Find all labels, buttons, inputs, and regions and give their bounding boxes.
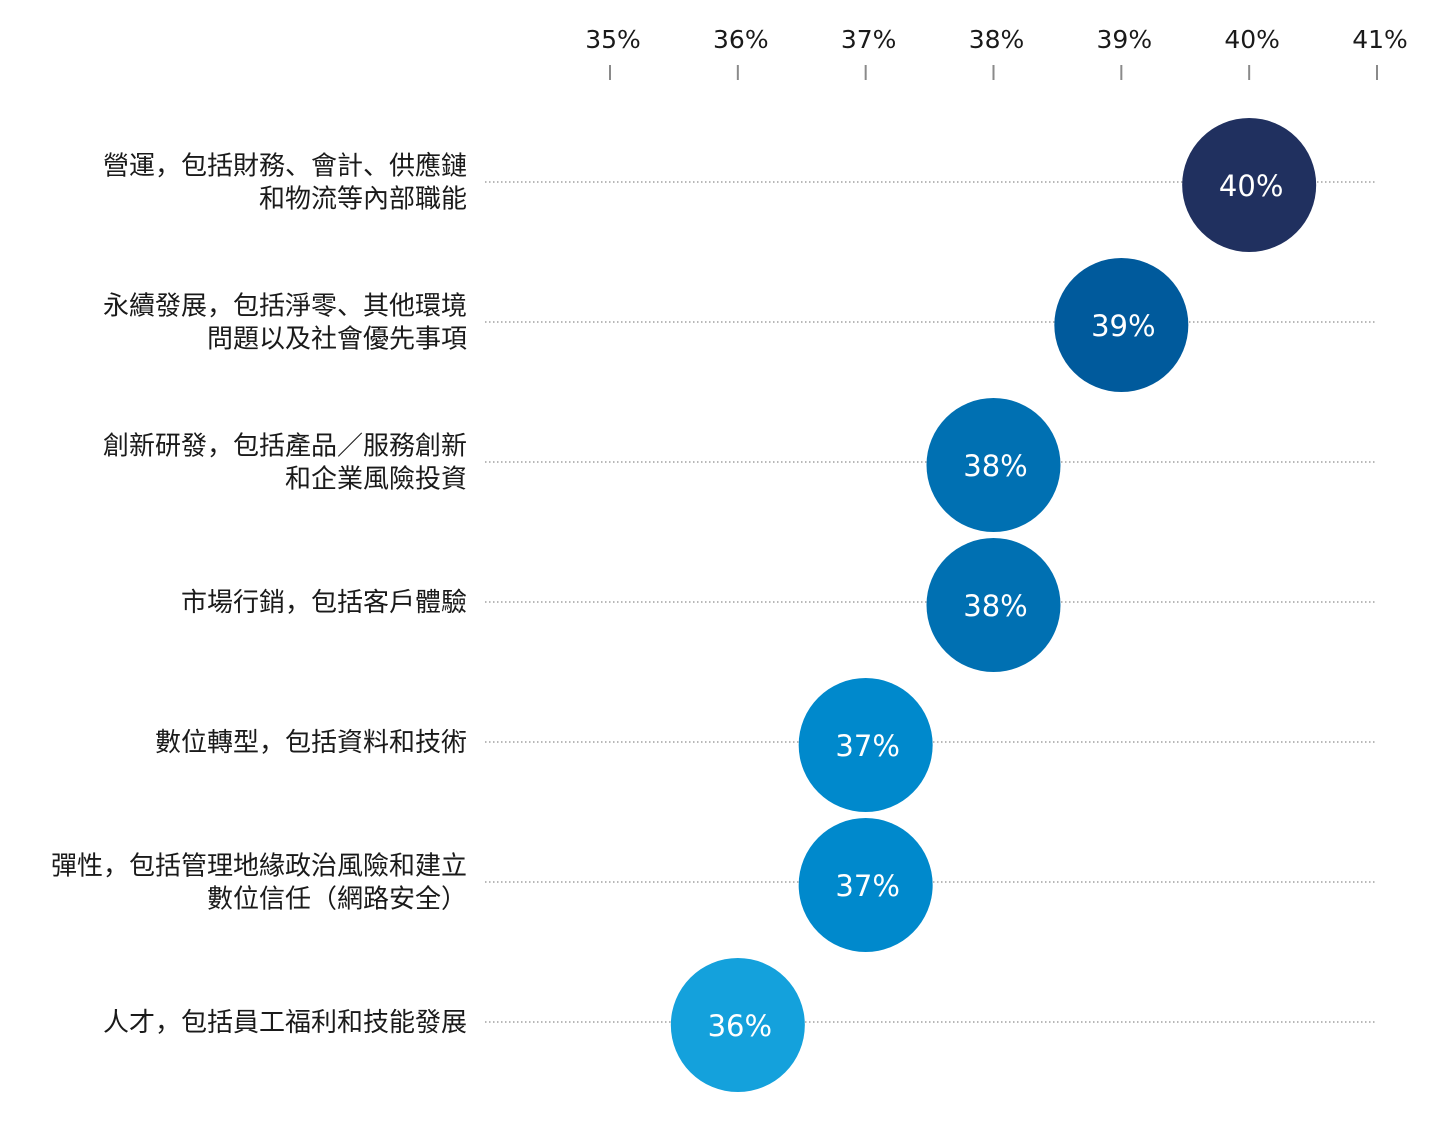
value-label: 37% <box>835 729 899 763</box>
value-dot <box>670 958 805 1092</box>
x-tick-label: 36% <box>713 25 769 54</box>
value-dot <box>926 538 1061 672</box>
value-dot <box>798 678 933 812</box>
category-label: 人才，包括員工福利和技能發展 <box>103 1008 467 1038</box>
category-label: 和企業風險投資 <box>285 465 467 495</box>
category-label: 和物流等內部職能 <box>259 185 467 215</box>
category-label: 數位信任（網路安全） <box>207 885 467 915</box>
x-tick-label: 41% <box>1352 25 1408 54</box>
value-dot <box>798 818 933 952</box>
x-axis: 35% 36% 37% 38% 39% 40% 41% <box>585 25 1408 80</box>
value-dot <box>1182 118 1317 252</box>
category-row: 人才，包括員工福利和技能發展 36% <box>103 958 1377 1092</box>
x-tick-label: 39% <box>1097 25 1153 54</box>
category-row: 市場行銷，包括客戶體驗 38% <box>181 538 1377 672</box>
category-label: 永續發展，包括淨零、其他環境 <box>103 292 467 322</box>
x-tick-label: 38% <box>969 25 1025 54</box>
category-label: 市場行銷，包括客戶體驗 <box>181 588 467 618</box>
value-label: 36% <box>708 1009 772 1043</box>
category-label: 問題以及社會優先事項 <box>207 325 467 355</box>
x-tick-label: 40% <box>1224 25 1280 54</box>
category-label: 創新研發，包括產品／服務創新 <box>103 432 467 462</box>
value-label: 38% <box>963 589 1027 623</box>
x-tick-label: 37% <box>841 25 897 54</box>
value-label: 37% <box>835 869 899 903</box>
value-dot <box>1054 258 1189 392</box>
value-label: 38% <box>963 449 1027 483</box>
category-label: 營運，包括財務、會計、供應鏈 <box>103 152 467 182</box>
category-label: 數位轉型，包括資料和技術 <box>155 728 467 758</box>
x-tick-label: 35% <box>585 25 641 54</box>
value-label: 39% <box>1091 309 1155 343</box>
category-label: 彈性，包括管理地緣政治風險和建立 <box>51 852 467 882</box>
value-dot <box>926 398 1061 532</box>
value-label: 40% <box>1219 169 1283 203</box>
category-row: 數位轉型，包括資料和技術 37% <box>155 678 1377 812</box>
